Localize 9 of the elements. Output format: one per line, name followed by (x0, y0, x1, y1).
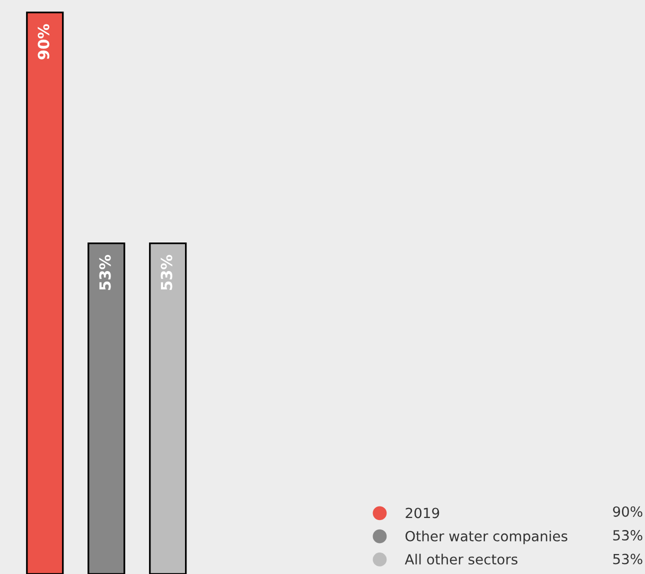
legend-label: All other sectors (404, 554, 518, 565)
legend-label: 2019 (406, 508, 440, 518)
text: 53% (613, 554, 642, 564)
data-label: 90% (38, 24, 50, 60)
legend-label: Other water companies (406, 530, 568, 544)
text: 53% (613, 530, 642, 541)
text: 90% (613, 506, 642, 517)
data-label: 53% (99, 254, 111, 290)
data-label: 53% (160, 254, 172, 290)
